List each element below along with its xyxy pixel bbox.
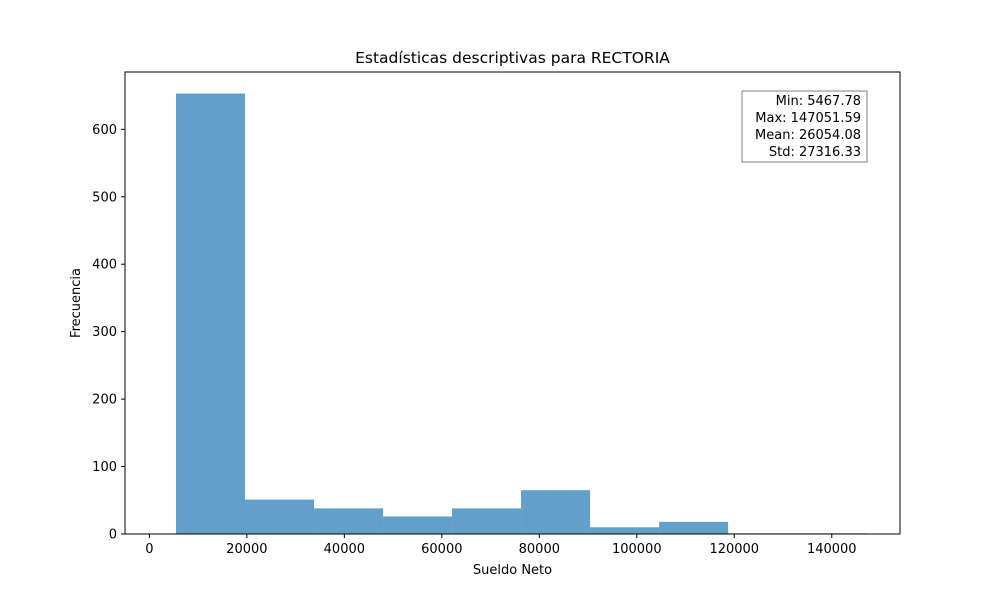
histogram-bar — [383, 516, 453, 534]
histogram-bar — [659, 521, 729, 534]
stats-box: Min: 5467.78 Max: 147051.59 Mean: 26054.… — [741, 90, 868, 163]
x-axis-ticks: 0 20000 40000 60000 80000 100000 120000 140000 — [145, 534, 857, 557]
x-tick-label: 80000 — [519, 542, 560, 557]
y-axis-ticks: 0 100 200 300 400 500 600 — [92, 123, 125, 543]
histogram-bar — [452, 508, 522, 534]
stats-min: Min: 5467.78 — [776, 94, 861, 109]
x-tick-label: 40000 — [324, 542, 365, 557]
x-tick-label: 120000 — [709, 542, 759, 557]
plot-frame — [124, 71, 901, 535]
x-tick-label: 60000 — [421, 542, 462, 557]
histogram-bar — [314, 508, 384, 534]
histogram-bars — [176, 93, 867, 534]
stats-max: Max: 147051.59 — [755, 111, 861, 126]
y-tick-label: 500 — [92, 190, 117, 205]
stats-std: Std: 27316.33 — [769, 145, 861, 160]
x-tick-label: 0 — [145, 542, 153, 557]
histogram-bar — [245, 499, 315, 534]
y-tick-label: 300 — [92, 325, 117, 340]
chart-title: Estadísticas descriptivas para RECTORIA — [355, 49, 670, 67]
x-axis-label: Sueldo Neto — [473, 563, 552, 578]
stats-mean: Mean: 26054.08 — [755, 128, 861, 143]
y-tick-label: 400 — [92, 258, 117, 273]
y-axis-label: Frecuencia — [69, 268, 84, 338]
y-tick-label: 0 — [109, 528, 117, 543]
y-tick-label: 600 — [92, 123, 117, 138]
histogram-bar — [590, 527, 660, 534]
y-tick-label: 200 — [92, 393, 117, 408]
x-tick-label: 140000 — [807, 542, 857, 557]
stats-box-frame — [741, 90, 868, 163]
histogram-bar — [521, 490, 591, 534]
x-tick-label: 100000 — [612, 542, 662, 557]
y-tick-label: 100 — [92, 460, 117, 475]
x-tick-label: 20000 — [226, 542, 267, 557]
histogram-bar — [176, 93, 246, 534]
